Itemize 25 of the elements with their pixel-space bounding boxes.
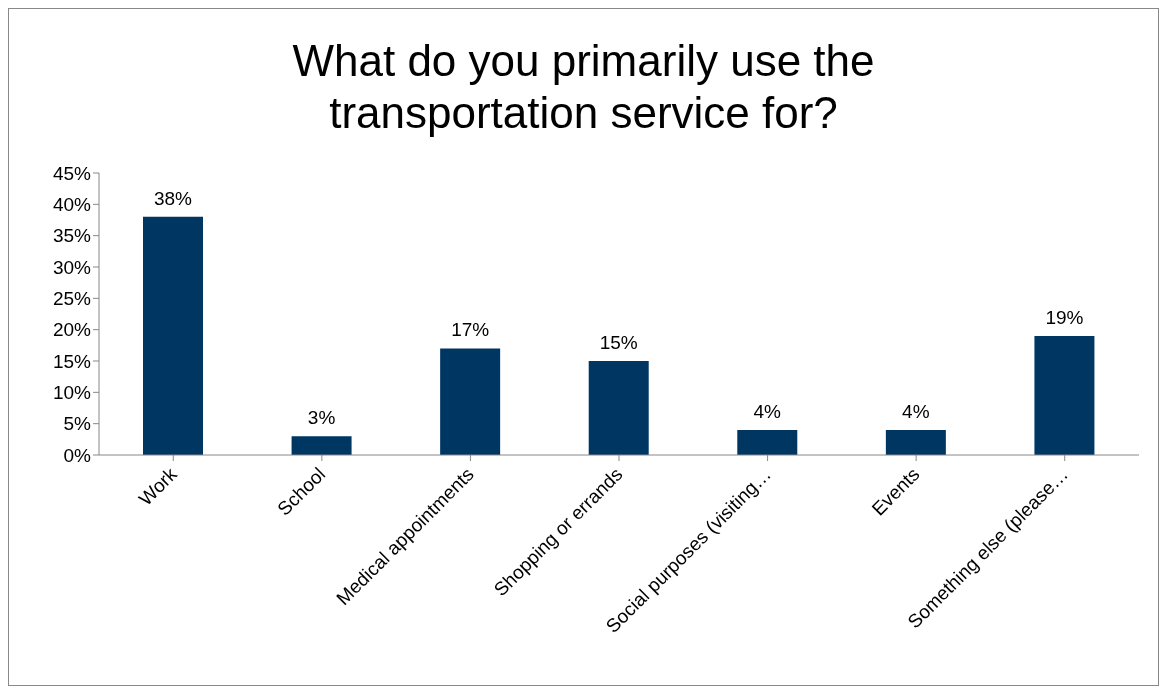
bar xyxy=(588,361,649,455)
y-tick-label: 5% xyxy=(63,413,92,435)
y-tick-label: 10% xyxy=(52,382,92,404)
y-tick-label: 25% xyxy=(52,288,92,310)
data-label: 19% xyxy=(1045,306,1084,328)
y-tick-label: 20% xyxy=(52,319,92,341)
data-label: 38% xyxy=(153,187,193,209)
y-tick-label: 45% xyxy=(52,162,92,184)
data-label: 3% xyxy=(307,407,336,429)
y-tick-label: 30% xyxy=(52,256,92,278)
bar xyxy=(885,429,946,455)
data-label: 17% xyxy=(451,319,490,341)
bar xyxy=(143,216,203,455)
bar xyxy=(440,348,501,455)
y-tick-label: 35% xyxy=(52,225,92,247)
bar xyxy=(291,436,352,455)
chart-title: What do you primarily use the transportation service for? xyxy=(291,35,876,139)
bar xyxy=(737,429,798,455)
bar xyxy=(1034,335,1095,455)
data-label: 4% xyxy=(753,400,782,422)
y-tick-label: 15% xyxy=(52,350,92,372)
data-label: 15% xyxy=(599,332,638,353)
y-tick-label: 0% xyxy=(63,444,92,466)
data-label: 4% xyxy=(902,400,930,422)
y-tick-label: 40% xyxy=(52,194,92,216)
